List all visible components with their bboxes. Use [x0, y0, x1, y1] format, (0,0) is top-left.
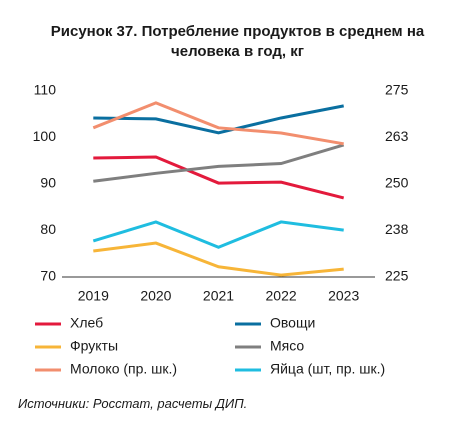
legend-label: Фрукты — [70, 338, 118, 354]
series-line — [93, 155, 345, 200]
legend-label: Мясо — [270, 338, 304, 354]
y2-tick-label: 250 — [385, 175, 409, 191]
y2-tick-label: 275 — [385, 82, 409, 98]
series-line — [93, 143, 345, 183]
y-tick-label: 110 — [34, 82, 57, 98]
series-line — [92, 220, 344, 249]
legend-label: Молоко (пр. шк.) — [70, 361, 177, 377]
source-note: Источники: Росстат, расчеты ДИП. — [18, 396, 248, 411]
series-line — [93, 241, 344, 277]
x-tick-label: 2022 — [266, 288, 297, 304]
legend-label: Яйца (шт, пр. шк.) — [270, 361, 385, 377]
x-tick-label: 2019 — [78, 288, 109, 304]
series-line — [93, 104, 344, 135]
x-tick-label: 2023 — [328, 288, 359, 304]
y2-tick-label: 238 — [385, 221, 409, 237]
y2-tick-label: 263 — [385, 128, 409, 144]
series-line — [92, 101, 344, 146]
legend-label: Овощи — [270, 315, 315, 331]
chart-title: Рисунок 37. Потребление продуктов в сред… — [50, 23, 425, 60]
y-tick-label: 70 — [40, 268, 56, 284]
y-tick-label: 90 — [40, 175, 56, 191]
y-tick-label: 80 — [40, 221, 56, 237]
x-tick-label: 2021 — [203, 288, 234, 304]
y2-tick-label: 225 — [385, 268, 409, 284]
legend-label: Хлеб — [70, 315, 103, 331]
y-tick-label: 100 — [33, 128, 57, 144]
x-tick-label: 2020 — [140, 288, 171, 304]
